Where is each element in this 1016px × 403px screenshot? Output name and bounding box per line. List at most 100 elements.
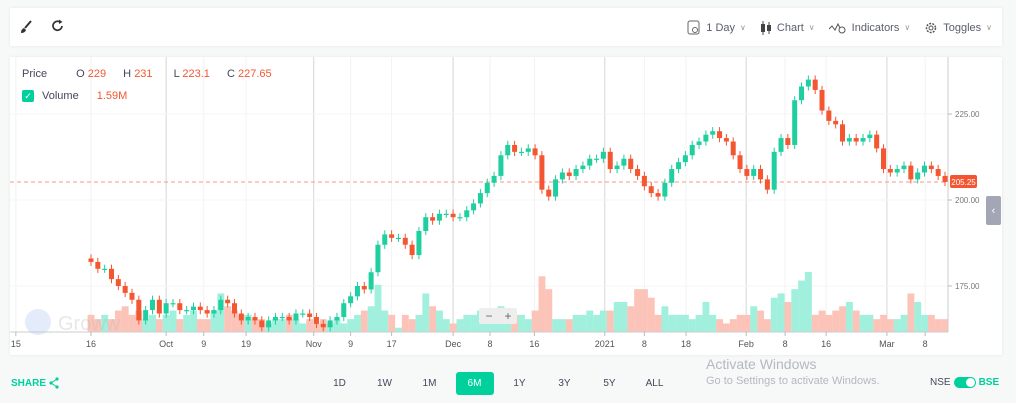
candle-body: [320, 323, 326, 328]
volume-bar: [114, 310, 122, 332]
volume-bar: [695, 314, 703, 332]
zoom-out-button[interactable]: −: [485, 309, 492, 323]
range-1w[interactable]: 1W: [377, 378, 392, 389]
exchange-switch[interactable]: [953, 377, 976, 388]
candle-body: [737, 155, 743, 170]
refresh-icon[interactable]: [51, 19, 65, 33]
candle-body: [163, 303, 169, 314]
candle-body: [136, 299, 142, 321]
candle-body: [518, 151, 524, 154]
volume-bar: [128, 314, 136, 332]
chevron-down-icon: ∨: [904, 23, 911, 32]
candle-body: [730, 141, 736, 156]
candle-body: [614, 165, 620, 170]
exchange-toggle[interactable]: NSE BSE: [930, 377, 999, 388]
volume-bar: [333, 319, 341, 332]
volume-bar: [620, 302, 628, 332]
volume-label: Volume: [42, 90, 79, 102]
range-1y[interactable]: 1Y: [513, 378, 526, 389]
brush-icon[interactable]: [19, 20, 33, 34]
volume-bar: [183, 314, 191, 332]
volume-bar: [647, 297, 655, 332]
candle-body: [409, 244, 415, 256]
candle-body: [621, 158, 627, 166]
candle-body: [758, 169, 764, 180]
overlay-subtitle: Go to Settings to activate Windows.: [706, 375, 880, 387]
candle-body: [942, 175, 948, 182]
candle-body: [395, 237, 401, 240]
open-label: O: [76, 68, 85, 80]
volume-bar: [900, 314, 908, 332]
toggles-dropdown[interactable]: Toggles ∨: [924, 21, 992, 35]
volume-bar: [306, 319, 314, 332]
candle-body: [771, 151, 777, 190]
volume-bar: [832, 310, 840, 332]
collapse-panel-button[interactable]: [986, 196, 1001, 225]
volume-bar: [340, 323, 348, 332]
zoom-in-button[interactable]: +: [504, 309, 511, 323]
candle-body: [389, 234, 395, 238]
volume-checkbox[interactable]: ✓: [22, 90, 34, 102]
candle-body: [231, 303, 237, 314]
candle-body: [498, 155, 504, 176]
candle-body: [819, 89, 825, 111]
bse-label: BSE: [978, 377, 1000, 388]
candle-body: [238, 313, 244, 321]
x-tick-label: Feb: [738, 339, 754, 349]
x-tick-label: 16: [529, 339, 539, 349]
low-label: L: [173, 68, 180, 80]
volume-bar: [231, 310, 238, 332]
volume-bar: [859, 314, 867, 332]
candle-body: [156, 299, 162, 314]
chart-type-dropdown[interactable]: Chart ∨: [760, 20, 815, 35]
share-button[interactable]: SHARE: [11, 377, 59, 389]
toggles-label: Toggles: [943, 21, 982, 34]
share-label: SHARE: [11, 377, 47, 389]
candle-body: [655, 193, 661, 197]
x-tick-label: 9: [201, 339, 206, 349]
chart-toolbar: 1 Day ∨ Chart ∨ Indicators ∨ Toggles ∨: [10, 8, 1002, 46]
volume-bar: [586, 310, 594, 332]
volume-bar: [640, 289, 648, 332]
volume-bar: [702, 302, 710, 332]
volume-bar: [442, 319, 450, 332]
volume-bar: [395, 327, 402, 332]
range-all[interactable]: ALL: [645, 378, 664, 389]
x-tick-label: 8: [923, 339, 928, 349]
range-1m[interactable]: 1M: [422, 378, 437, 389]
volume-bar: [880, 314, 888, 332]
candle-body: [477, 193, 483, 204]
candle-body: [190, 306, 196, 311]
gear-icon: [925, 22, 937, 33]
candle-body: [402, 237, 408, 245]
range-5y[interactable]: 5Y: [603, 378, 616, 389]
interval-dropdown[interactable]: 1 Day ∨: [687, 20, 746, 35]
candle-body: [443, 213, 449, 215]
candle-body: [423, 217, 429, 231]
range-1d[interactable]: 1D: [333, 378, 346, 389]
candle-body: [922, 165, 928, 173]
y-tick-label: 225.00: [955, 110, 980, 119]
candle-body: [881, 148, 887, 170]
candle-body: [525, 148, 531, 152]
x-tick-label: 18: [681, 339, 691, 349]
candle-body: [676, 162, 682, 170]
candle-body: [532, 148, 538, 156]
range-3y[interactable]: 3Y: [558, 378, 571, 389]
range-6m[interactable]: 6M: [455, 372, 494, 395]
volume-bar: [374, 284, 382, 332]
volume-bar: [818, 310, 826, 332]
volume-bar: [729, 319, 737, 332]
candle-body: [368, 272, 374, 290]
indicators-dropdown[interactable]: Indicators ∨: [828, 22, 911, 34]
volume-bar: [654, 314, 662, 332]
candle-body: [908, 165, 914, 180]
candle-body: [840, 124, 846, 142]
ohlc-legend: Price O 229 H 231 L 223.1 C 227.65: [22, 68, 272, 80]
candle-body: [635, 169, 641, 176]
volume-bar: [627, 306, 635, 332]
low-value: 223.1: [182, 68, 210, 80]
candle-body: [354, 286, 360, 297]
volume-bar: [777, 293, 785, 332]
